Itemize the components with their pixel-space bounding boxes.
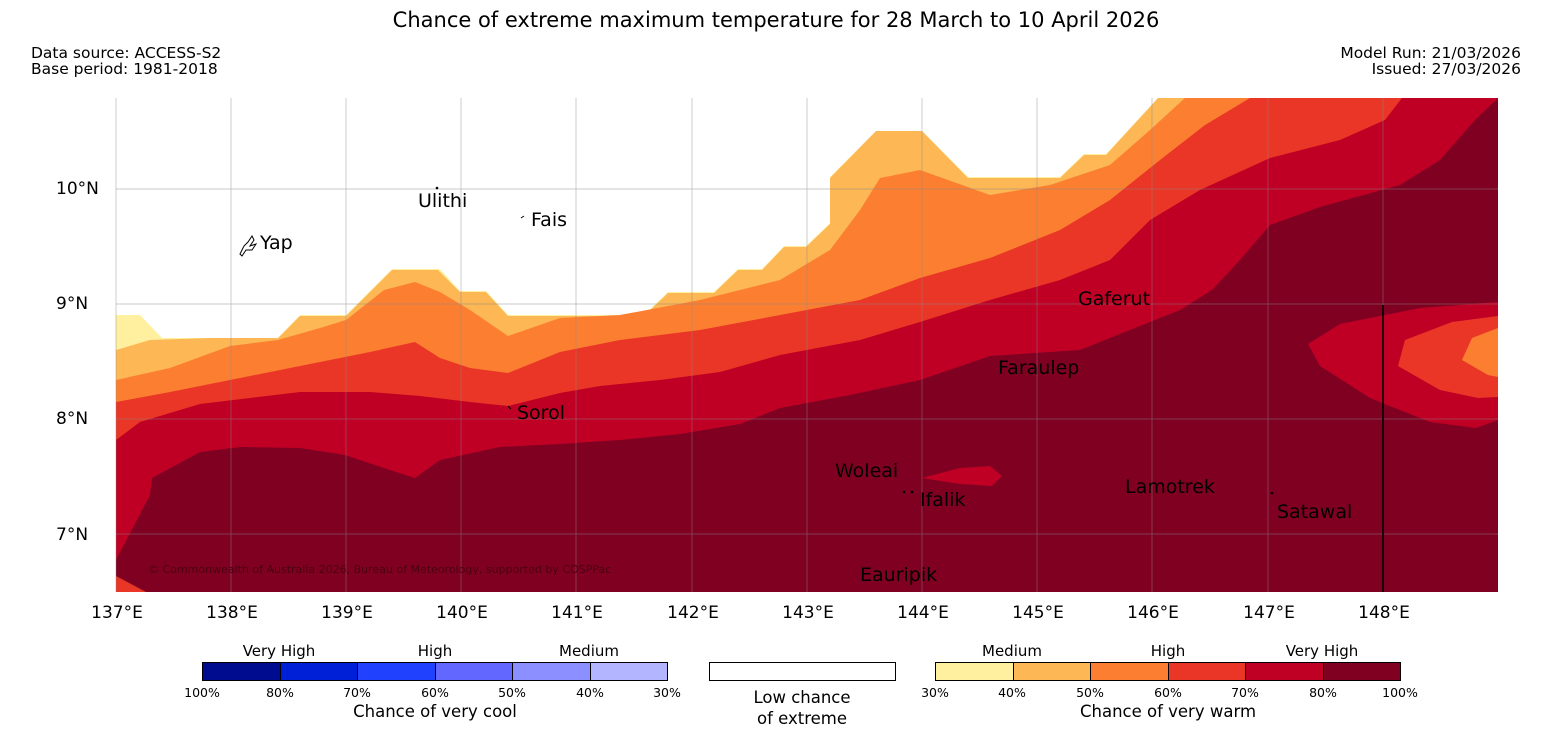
cool-swatch-80-70 — [279, 663, 357, 680]
lon-label-138: 138°E — [206, 603, 258, 623]
place-label-woleai: Woleai — [835, 460, 899, 482]
warm-swatch-50-60 — [1090, 663, 1168, 680]
islands — [239, 186, 1274, 495]
cool-swatch-60-50 — [434, 663, 512, 680]
warm-category-high: High — [1150, 642, 1186, 660]
warm-tick: 70% — [1231, 685, 1259, 700]
island-woleai-1 — [902, 490, 906, 494]
lon-label-145: 145°E — [1012, 603, 1064, 623]
cool-tick: 80% — [266, 685, 294, 700]
place-label-satawal: Satawal — [1277, 501, 1353, 523]
cool-swatch-100-80 — [203, 663, 280, 680]
warm-tick: 80% — [1309, 685, 1337, 700]
island-satawal — [1270, 491, 1274, 495]
place-label-fais: Fais — [531, 209, 568, 231]
cool-legend-title: Chance of very cool — [353, 702, 517, 721]
anomaly-lobe-woleai — [922, 466, 1002, 486]
warm-category-medium: Medium — [982, 642, 1042, 660]
lat-label-10n: 10°N — [56, 179, 99, 199]
cool-tick: 60% — [421, 685, 449, 700]
lon-label-144: 144°E — [897, 603, 949, 623]
anomaly-pocket-60-70 — [1398, 316, 1498, 398]
place-label-sorol: Sorol — [517, 402, 565, 424]
band-80-100 — [116, 98, 1498, 592]
low-chance-line1: Low chance — [753, 688, 851, 707]
warm-tick: 50% — [1076, 685, 1104, 700]
lat-label-7n: 7°N — [56, 525, 89, 545]
lon-label-140: 140°E — [436, 603, 488, 623]
lon-label-146: 146°E — [1127, 603, 1179, 623]
island-sorol — [507, 405, 512, 410]
cool-tick: 50% — [498, 685, 526, 700]
warm-tick: 40% — [998, 685, 1026, 700]
data-source-label: Data source: ACCESS-S2 — [31, 44, 222, 62]
cool-tick: 30% — [653, 685, 681, 700]
issued-label: Issued: 27/03/2026 — [1371, 60, 1521, 78]
anomaly-pocket-50-60 — [1462, 328, 1498, 377]
island-yap — [239, 235, 258, 257]
place-label-ulithi: Ulithi — [418, 190, 468, 212]
cool-category-high: High — [417, 642, 453, 660]
island-ulithi — [435, 186, 439, 190]
place-label-yap: Yap — [260, 232, 293, 254]
copyright-notice: © Commonwealth of Australia 2026, Bureau… — [148, 563, 612, 576]
low-chance-swatch — [709, 662, 896, 681]
lon-label-142: 142°E — [667, 603, 719, 623]
cool-swatch-40-30 — [589, 663, 667, 680]
cool-tick: 40% — [576, 685, 604, 700]
lat-label-9n: 9°N — [56, 294, 89, 314]
island-ifalik — [910, 490, 914, 494]
base-period-label: Base period: 1981-2018 — [31, 60, 218, 78]
warm-swatch-30-40 — [936, 663, 1013, 680]
cool-tick: 70% — [343, 685, 371, 700]
lon-label-141: 141°E — [551, 603, 603, 623]
place-label-gaferut: Gaferut — [1078, 288, 1151, 310]
place-label-faraulep: Faraulep — [998, 357, 1080, 379]
warm-category-very-high: Very High — [1285, 642, 1359, 660]
lon-label-143: 143°E — [782, 603, 834, 623]
warm-tick: 100% — [1382, 685, 1418, 700]
low-chance-line2: of extreme — [756, 709, 848, 728]
warm-legend-title: Chance of very warm — [1079, 702, 1257, 721]
lon-label-147: 147°E — [1243, 603, 1295, 623]
cool-category-very-high: Very High — [242, 642, 316, 660]
cool-tick: 100% — [184, 685, 220, 700]
place-label-ifalik: Ifalik — [920, 489, 966, 511]
warm-swatch-80-100 — [1322, 663, 1400, 680]
place-label-lamotrek: Lamotrek — [1125, 476, 1215, 498]
cool-colorbar — [202, 662, 668, 681]
lon-label-137: 137°E — [91, 603, 143, 623]
cool-category-medium: Medium — [559, 642, 619, 660]
model-run-label: Model Run: 21/03/2026 — [1340, 44, 1521, 62]
warm-colorbar — [935, 662, 1401, 681]
cool-swatch-70-60 — [357, 663, 435, 680]
lon-label-148: 148°E — [1358, 603, 1410, 623]
cool-swatch-50-40 — [512, 663, 590, 680]
map-title: Chance of extreme maximum temperature fo… — [392, 8, 1160, 32]
warm-tick: 30% — [921, 685, 949, 700]
warm-tick: 60% — [1154, 685, 1182, 700]
lat-label-8n: 8°N — [56, 409, 89, 429]
warm-swatch-70-80 — [1245, 663, 1323, 680]
warm-swatch-40-50 — [1012, 663, 1090, 680]
warm-swatch-60-70 — [1167, 663, 1245, 680]
corner-patch-60-70 — [116, 576, 146, 592]
lon-label-139: 139°E — [321, 603, 373, 623]
island-fais — [520, 215, 525, 219]
place-label-eauripik: Eauripik — [860, 564, 938, 586]
